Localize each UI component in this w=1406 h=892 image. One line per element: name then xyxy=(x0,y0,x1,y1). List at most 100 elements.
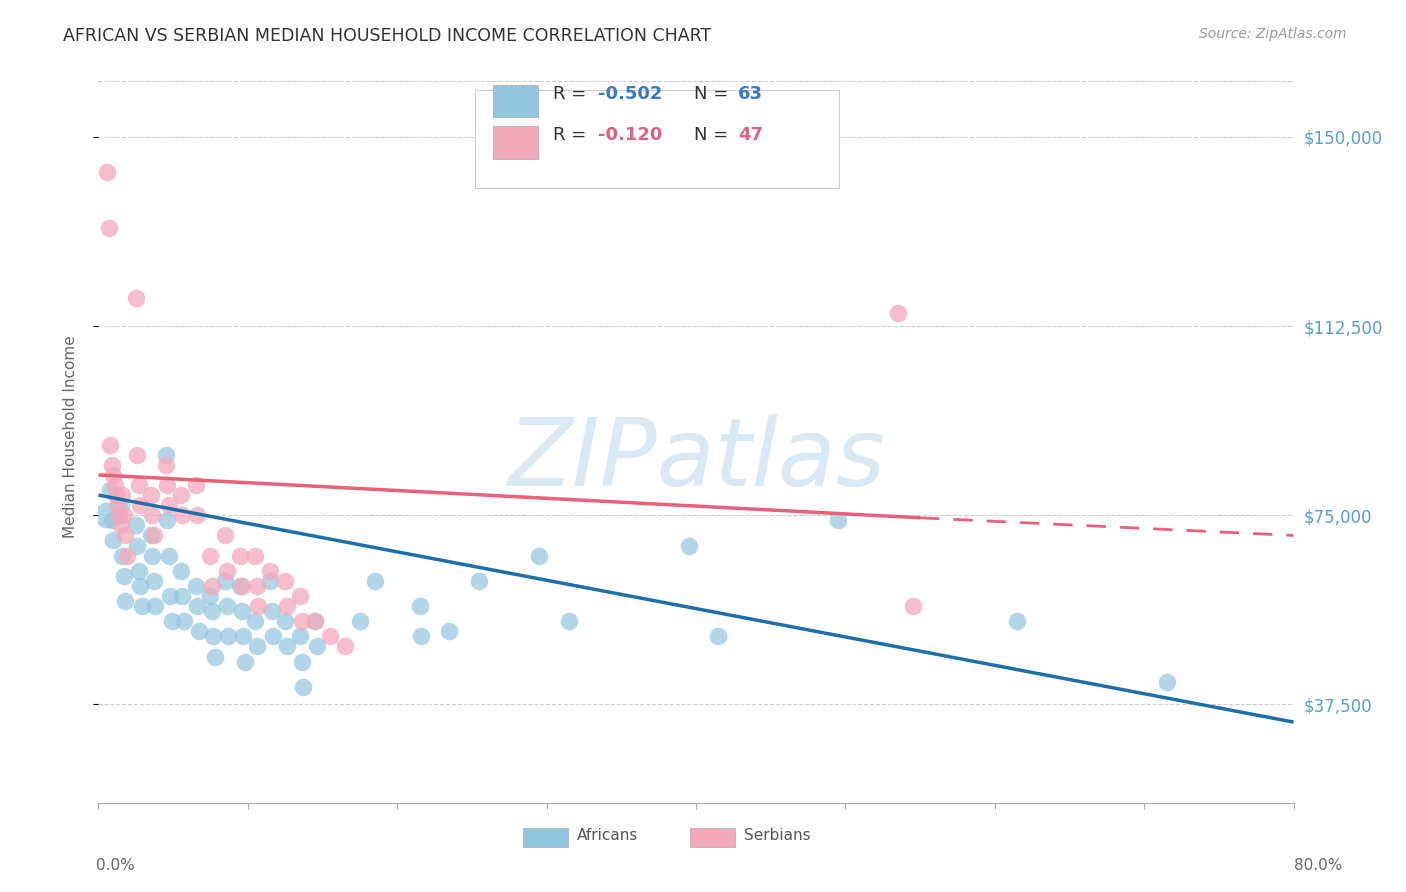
Point xyxy=(349,614,371,628)
Point xyxy=(127,539,149,553)
FancyBboxPatch shape xyxy=(494,126,538,159)
Point xyxy=(172,589,194,603)
Point xyxy=(214,574,236,588)
Point xyxy=(114,594,136,608)
Y-axis label: Median Household Income: Median Household Income xyxy=(63,335,77,539)
Point xyxy=(184,478,207,492)
Point xyxy=(364,574,387,588)
Point xyxy=(276,599,298,613)
Point xyxy=(101,513,124,527)
Point xyxy=(103,533,125,548)
Point xyxy=(186,508,208,523)
Point xyxy=(142,528,165,542)
Text: Serbians: Serbians xyxy=(744,829,810,844)
Point xyxy=(107,498,129,512)
Point xyxy=(246,640,269,654)
Point xyxy=(201,604,224,618)
FancyBboxPatch shape xyxy=(475,90,839,188)
FancyBboxPatch shape xyxy=(690,829,735,847)
Point xyxy=(707,629,730,643)
Point xyxy=(115,549,138,563)
Point xyxy=(101,458,124,472)
Point xyxy=(215,599,238,613)
Point xyxy=(291,614,314,628)
Point xyxy=(98,483,122,497)
Point xyxy=(160,614,183,628)
Text: Source: ZipAtlas.com: Source: ZipAtlas.com xyxy=(1199,27,1347,41)
Point xyxy=(156,513,179,527)
Point xyxy=(333,640,356,654)
Point xyxy=(131,599,153,613)
Point xyxy=(125,518,148,533)
Point xyxy=(169,564,191,578)
Text: AFRICAN VS SERBIAN MEDIAN HOUSEHOLD INCOME CORRELATION CHART: AFRICAN VS SERBIAN MEDIAN HOUSEHOLD INCO… xyxy=(63,27,711,45)
Point xyxy=(319,629,342,643)
Point xyxy=(127,448,149,462)
Point xyxy=(111,488,134,502)
Point xyxy=(678,539,700,553)
Point xyxy=(468,574,491,588)
Point xyxy=(186,599,208,613)
Point xyxy=(156,478,179,492)
Point xyxy=(97,220,120,235)
Point xyxy=(229,549,252,563)
Point xyxy=(104,478,127,492)
Point xyxy=(155,448,177,462)
Point xyxy=(260,604,283,618)
Point xyxy=(187,624,209,639)
Point xyxy=(125,291,148,305)
Point xyxy=(274,614,297,628)
Point xyxy=(159,589,181,603)
Point xyxy=(112,508,135,523)
Point xyxy=(886,306,908,320)
Point xyxy=(527,549,550,563)
Text: 63: 63 xyxy=(738,85,763,103)
Point xyxy=(169,488,191,502)
Point xyxy=(304,614,326,628)
Point xyxy=(141,508,163,523)
Point xyxy=(233,655,256,669)
Point xyxy=(200,589,222,603)
Point xyxy=(259,564,281,578)
Point xyxy=(202,629,225,643)
Point xyxy=(103,467,125,482)
Point xyxy=(98,437,122,451)
Point xyxy=(304,614,326,628)
Text: -0.502: -0.502 xyxy=(598,85,662,103)
Point xyxy=(173,614,195,628)
Point xyxy=(245,549,267,563)
Point xyxy=(291,655,314,669)
Point xyxy=(247,599,270,613)
Text: 0.0%: 0.0% xyxy=(96,858,135,873)
Text: -0.120: -0.120 xyxy=(598,126,662,145)
Point xyxy=(232,629,254,643)
Point xyxy=(155,458,177,472)
Point xyxy=(139,488,162,502)
Point xyxy=(110,498,132,512)
Point xyxy=(96,508,118,523)
Point xyxy=(141,549,163,563)
Point xyxy=(112,569,135,583)
Point xyxy=(1156,674,1178,689)
Point xyxy=(114,528,136,542)
FancyBboxPatch shape xyxy=(494,85,538,118)
Point xyxy=(215,564,238,578)
Point xyxy=(184,579,207,593)
Point xyxy=(288,629,311,643)
Point xyxy=(408,599,430,613)
Point xyxy=(128,564,150,578)
Text: ZIPatlas: ZIPatlas xyxy=(508,414,884,505)
Text: R =: R = xyxy=(553,85,592,103)
Point xyxy=(259,574,281,588)
Point xyxy=(108,508,131,523)
Point xyxy=(157,498,180,512)
Point xyxy=(231,604,253,618)
Point xyxy=(274,574,297,588)
Point xyxy=(217,629,239,643)
Point xyxy=(558,614,581,628)
Point xyxy=(105,488,128,502)
Point xyxy=(200,549,222,563)
Point xyxy=(129,498,152,512)
Point xyxy=(305,640,328,654)
Point xyxy=(246,579,269,593)
